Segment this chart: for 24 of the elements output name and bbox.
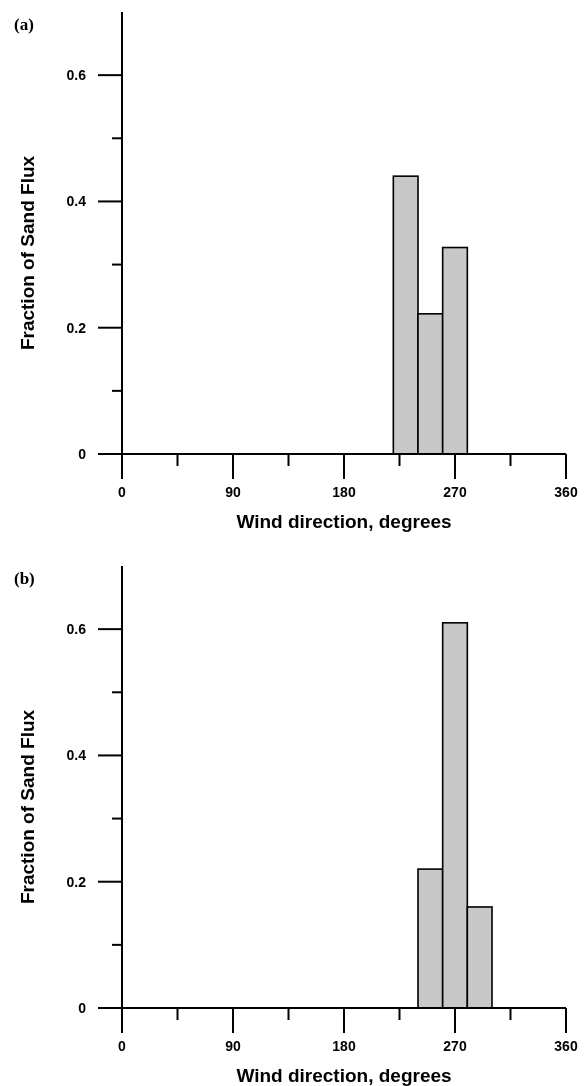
x-axis-title: Wind direction, degrees [236,511,452,532]
x-tick-label: 0 [118,484,127,500]
x-tick-label: 180 [332,484,356,500]
y-tick-label: 0.6 [66,621,87,638]
y-axis-title: Fraction of Sand Flux [17,709,38,905]
x-tick-label: 0 [118,1038,127,1054]
chart-title: (a) [14,15,34,34]
x-tick-label: 90 [225,1038,241,1054]
y-tick-label: 0.2 [66,873,87,890]
y-tick-label: 0.6 [66,67,87,84]
y-axis-title: Fraction of Sand Flux [17,155,38,351]
x-tick-label: 90 [225,484,241,500]
y-tick-label: 0 [78,999,87,1016]
y-tick-label: 0 [78,445,87,462]
y-tick-label: 0.2 [66,319,87,336]
y-tick-label: 0.4 [66,193,87,210]
x-tick-label: 180 [332,1038,356,1054]
y-tick-label: 0.4 [66,747,87,764]
x-tick-label: 270 [443,1038,467,1054]
x-tick-label: 360 [554,484,578,500]
chart-title: (b) [14,569,35,588]
x-tick-label: 270 [443,484,467,500]
x-tick-label: 360 [554,1038,578,1054]
x-axis-title: Wind direction, degrees [236,1065,452,1086]
